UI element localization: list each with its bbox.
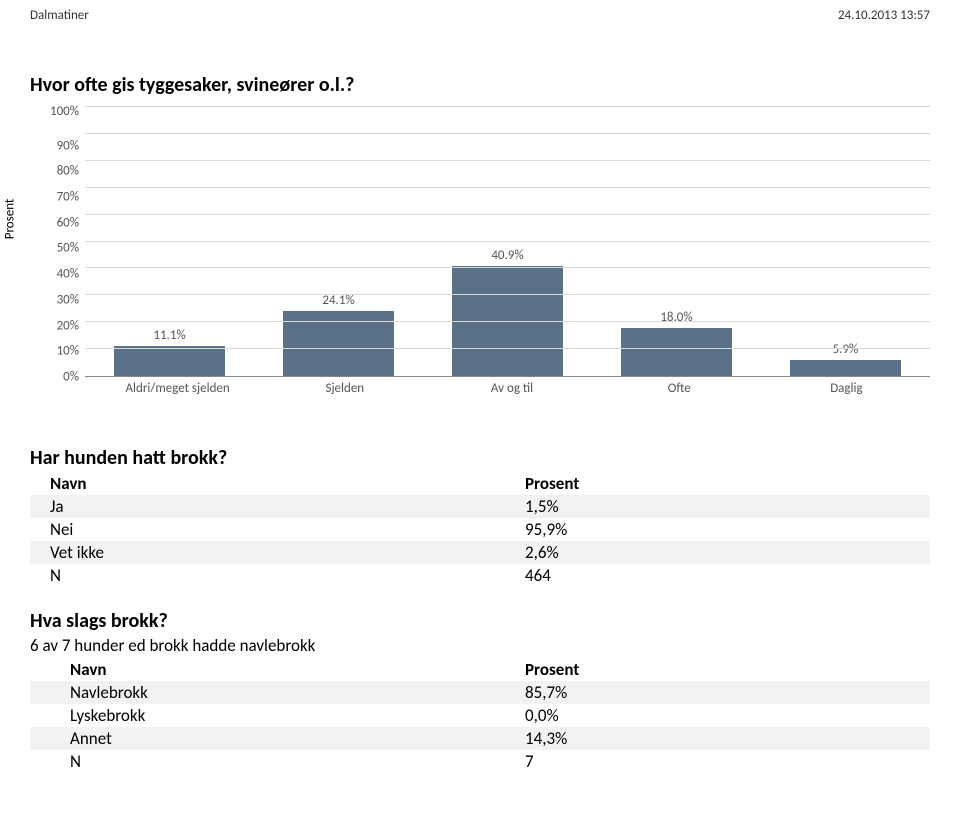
table-row: Nei95,9%: [30, 518, 930, 541]
row-name: Ja: [30, 495, 525, 518]
bar-value-label: 40.9%: [491, 248, 523, 263]
x-axis-label: Av og til: [428, 381, 595, 396]
row-value: 1,5%: [525, 495, 930, 518]
table-header-value: Prosent: [525, 472, 930, 495]
row-name: N: [30, 750, 525, 773]
row-value: 85,7%: [525, 681, 930, 704]
table-row: N7: [30, 750, 930, 773]
table-row: Navlebrokk85,7%: [30, 681, 930, 704]
row-name: Annet: [30, 727, 525, 750]
row-value: 95,9%: [525, 518, 930, 541]
bar-chart: Prosent 100%90%80%70%60%50%40%30%20%10%0…: [30, 107, 930, 396]
bar-value-label: 18.0%: [660, 310, 692, 325]
x-axis-label: Daglig: [763, 381, 930, 396]
row-value: 464: [525, 564, 930, 587]
row-value: 2,6%: [525, 541, 930, 564]
table-header-value: Prosent: [525, 658, 930, 681]
x-axis-label: Sjelden: [261, 381, 428, 396]
chart-bar: 18.0%: [592, 107, 761, 376]
chart-y-axis-label: Prosent: [3, 198, 18, 239]
row-value: 14,3%: [525, 727, 930, 750]
header-timestamp: 24.10.2013 13:57: [838, 8, 930, 23]
bar-value-label: 11.1%: [153, 328, 185, 343]
x-axis-label: Ofte: [596, 381, 763, 396]
chart-bar: 11.1%: [85, 107, 254, 376]
row-name: Navlebrokk: [30, 681, 525, 704]
bar-value-label: 24.1%: [322, 293, 354, 308]
table-brokk-type: Navn Prosent Navlebrokk85,7%Lyskebrokk0,…: [30, 658, 930, 773]
chart-plot-area: 11.1% 24.1% 40.9% 18.0% 5.9%: [85, 107, 930, 377]
table-row: Annet14,3%: [30, 727, 930, 750]
row-value: 7: [525, 750, 930, 773]
table-header-name: Navn: [30, 472, 525, 495]
table-header-name: Navn: [30, 658, 525, 681]
chart-title: Hvor ofte gis tyggesaker, svineører o.l.…: [30, 73, 930, 97]
bar-value-label: 5.9%: [833, 342, 859, 357]
header-left: Dalmatiner: [30, 8, 89, 23]
table-row: Lyskebrokk0,0%: [30, 704, 930, 727]
row-name: N: [30, 564, 525, 587]
page-header: Dalmatiner 24.10.2013 13:57: [30, 8, 930, 23]
section-note: 6 av 7 hunder ed brokk hadde navlebrokk: [30, 635, 930, 656]
section-hva-slags-brokk: Hva slags brokk? 6 av 7 hunder ed brokk …: [30, 609, 930, 773]
chart-bar: 40.9%: [423, 107, 592, 376]
chart-y-axis: 100%90%80%70%60%50%40%30%20%10%0%: [50, 107, 85, 377]
row-name: Nei: [30, 518, 525, 541]
x-axis-label: Aldri/meget sjelden: [94, 381, 261, 396]
row-value: 0,0%: [525, 704, 930, 727]
table-row: Vet ikke2,6%: [30, 541, 930, 564]
row-name: Lyskebrokk: [30, 704, 525, 727]
table-brokk: Navn Prosent Ja1,5%Nei95,9%Vet ikke2,6%N…: [30, 472, 930, 587]
section-title: Hva slags brokk?: [30, 609, 930, 633]
chart-bar: 24.1%: [254, 107, 423, 376]
row-name: Vet ikke: [30, 541, 525, 564]
section-title: Har hunden hatt brokk?: [30, 446, 930, 470]
section-brokk: Har hunden hatt brokk? Navn Prosent Ja1,…: [30, 446, 930, 587]
table-row: Ja1,5%: [30, 495, 930, 518]
chart-bar: 5.9%: [761, 107, 930, 376]
table-row: N464: [30, 564, 930, 587]
chart-x-axis: Aldri/meget sjeldenSjeldenAv og tilOfteD…: [94, 381, 930, 396]
